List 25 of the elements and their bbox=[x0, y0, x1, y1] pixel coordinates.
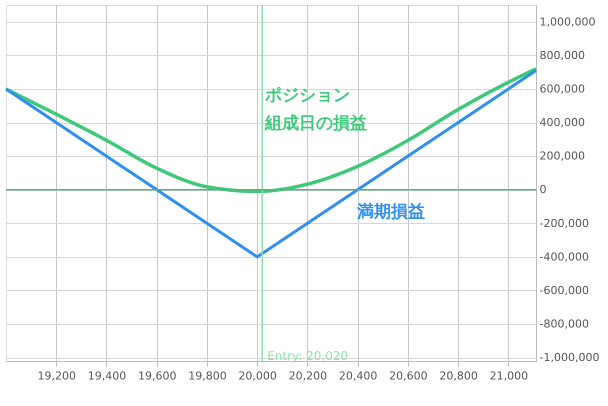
y-tick-label: -800,000 bbox=[540, 318, 589, 331]
y-tick-label: 800,000 bbox=[540, 48, 585, 62]
x-tick-label: 19,400 bbox=[88, 370, 126, 382]
y-tick-label: 400,000 bbox=[540, 116, 585, 130]
ref-line-label: Entry: 20,020 bbox=[267, 349, 348, 363]
line-series bbox=[4, 67, 538, 194]
x-tick-label: 19,600 bbox=[138, 370, 176, 382]
x-tick-label: 20,000 bbox=[238, 370, 277, 382]
x-tick-label: 20,800 bbox=[439, 370, 478, 382]
y-tick-label: 600,000 bbox=[540, 82, 585, 96]
x-tick-label: 20,200 bbox=[288, 370, 328, 382]
x-tick-label: 19,800 bbox=[188, 370, 227, 382]
y-tick-label: -600,000 bbox=[540, 284, 589, 297]
x-tick-label: 19,200 bbox=[37, 370, 76, 382]
series-label: 満期損益 bbox=[356, 202, 426, 222]
y-tick-label: 0 bbox=[540, 183, 546, 196]
x-tick-label: 21,000 bbox=[490, 370, 528, 382]
y-tick-label: 1,000,000 bbox=[540, 15, 596, 28]
y-tick-label: -400,000 bbox=[540, 250, 589, 264]
x-tick-label: 20,600 bbox=[389, 370, 428, 382]
x-tick-label: 20,400 bbox=[338, 370, 378, 382]
y-tick-label: -200,000 bbox=[540, 216, 589, 230]
y-tick-label: 200,000 bbox=[540, 150, 585, 163]
series-label: ポジション組成日の損益 bbox=[264, 85, 368, 134]
y-tick-label: -1,000,000 bbox=[540, 351, 600, 364]
